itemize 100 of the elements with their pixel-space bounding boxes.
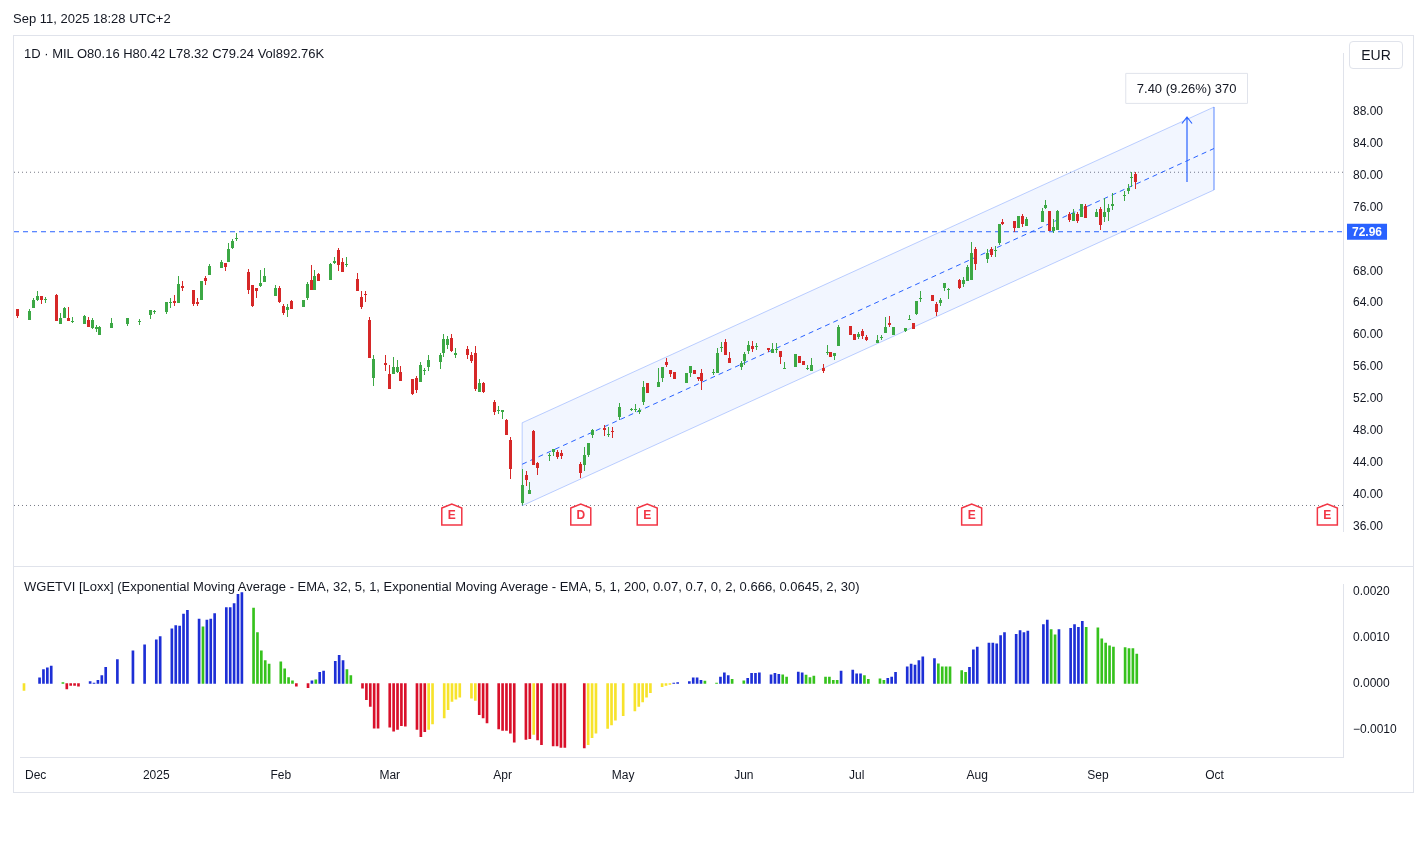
bar: [905, 666, 909, 684]
bar: [252, 607, 255, 684]
bar: [400, 683, 403, 727]
bar: [777, 673, 781, 684]
bar: [940, 666, 944, 684]
bar: [49, 665, 53, 684]
bar: [1003, 632, 1006, 684]
bar: [890, 676, 893, 684]
candlestick: [919, 291, 922, 302]
bar: [458, 683, 462, 698]
x-tick-label: Aug: [966, 767, 988, 782]
bar: [423, 683, 427, 733]
chart-title: WGETVI [Loxx] (Exponential Moving Average - EMA, 32, 5, 1, Exponential Moving Average - EMA, 5, 1, 200, 0.07, 0.7, 0, 2, 0.666, 0.0645, 2, 30): [24, 579, 860, 594]
bar: [921, 656, 925, 684]
bar: [758, 672, 761, 684]
candlestick: [169, 298, 172, 308]
bar: [291, 680, 294, 684]
bar: [213, 613, 216, 684]
bar: [754, 673, 757, 684]
bar: [886, 678, 890, 684]
bar: [831, 679, 835, 684]
bar: [1084, 627, 1088, 684]
bar: [427, 683, 430, 730]
bar: [835, 679, 839, 684]
candlestick: [775, 343, 778, 353]
candlestick: [947, 288, 950, 299]
bar: [396, 683, 399, 730]
bar: [828, 676, 831, 684]
x-tick-label: May: [611, 767, 635, 782]
bar: [65, 683, 69, 690]
bar: [143, 644, 146, 684]
bar: [1080, 621, 1084, 684]
bar: [691, 677, 695, 684]
bar: [621, 683, 625, 716]
bar: [785, 676, 788, 684]
bar: [975, 646, 979, 684]
bar: [1104, 642, 1107, 684]
bar: [536, 683, 539, 741]
bar: [800, 672, 804, 684]
y-tick-label: 56.00: [1353, 359, 1384, 374]
bar: [46, 667, 49, 684]
bar: [228, 607, 232, 684]
bar: [964, 672, 967, 684]
bar: [388, 683, 392, 728]
y-tick-label: −0.0010: [1353, 721, 1398, 736]
y-tick-label: 44.00: [1353, 454, 1384, 469]
bar: [154, 639, 158, 684]
bar: [372, 683, 376, 729]
bar: [781, 674, 785, 684]
bar: [894, 672, 897, 684]
bar: [750, 673, 753, 684]
bar: [174, 625, 178, 684]
x-tick-label: 2025: [142, 767, 170, 782]
bar: [1112, 646, 1115, 684]
text: Sep 11, 2025 18:28 UTC+2: [13, 11, 171, 26]
bar: [318, 672, 322, 684]
bar: [937, 663, 940, 684]
bar: [497, 683, 501, 730]
bar: [403, 683, 407, 727]
bar: [1069, 627, 1072, 684]
candlestick: [1123, 191, 1126, 201]
bar: [991, 642, 995, 684]
x-tick-label: Oct: [1205, 767, 1225, 782]
y-tick-label: 88.00: [1353, 104, 1384, 119]
bar: [477, 683, 481, 716]
bar: [314, 679, 318, 684]
y-tick-label: 0.0010: [1353, 629, 1391, 644]
y-tick-label: 60.00: [1353, 327, 1384, 342]
bar: [723, 672, 726, 684]
bar: [855, 673, 858, 684]
bar: [960, 670, 964, 684]
y-tick-label: 48.00: [1353, 423, 1384, 438]
bar: [501, 683, 504, 731]
bar: [610, 683, 613, 726]
bar: [866, 679, 870, 684]
bar: [512, 683, 516, 743]
bar: [77, 683, 80, 687]
bar: [1073, 624, 1076, 684]
candlestick: [607, 427, 610, 437]
bar: [528, 683, 532, 739]
bar: [824, 676, 827, 684]
bar: [69, 683, 73, 686]
x-tick-label: Jun: [734, 767, 754, 782]
y-tick-label: 36.00: [1353, 518, 1384, 533]
bar: [279, 661, 283, 684]
bar: [1049, 629, 1053, 684]
bar: [1045, 619, 1049, 684]
y-tick-label: 64.00: [1353, 295, 1384, 310]
bar: [614, 683, 617, 721]
bar: [688, 681, 691, 684]
candlestick: [1130, 172, 1133, 187]
bar: [1042, 624, 1045, 684]
bar: [796, 671, 800, 684]
annotation: D: [576, 508, 586, 523]
bar: [726, 675, 730, 684]
x-tick-label: Sep: [1087, 767, 1109, 782]
bar: [582, 683, 586, 749]
bar: [742, 680, 746, 684]
y-tick-label: 68.00: [1353, 263, 1384, 278]
candlestick: [994, 246, 997, 257]
